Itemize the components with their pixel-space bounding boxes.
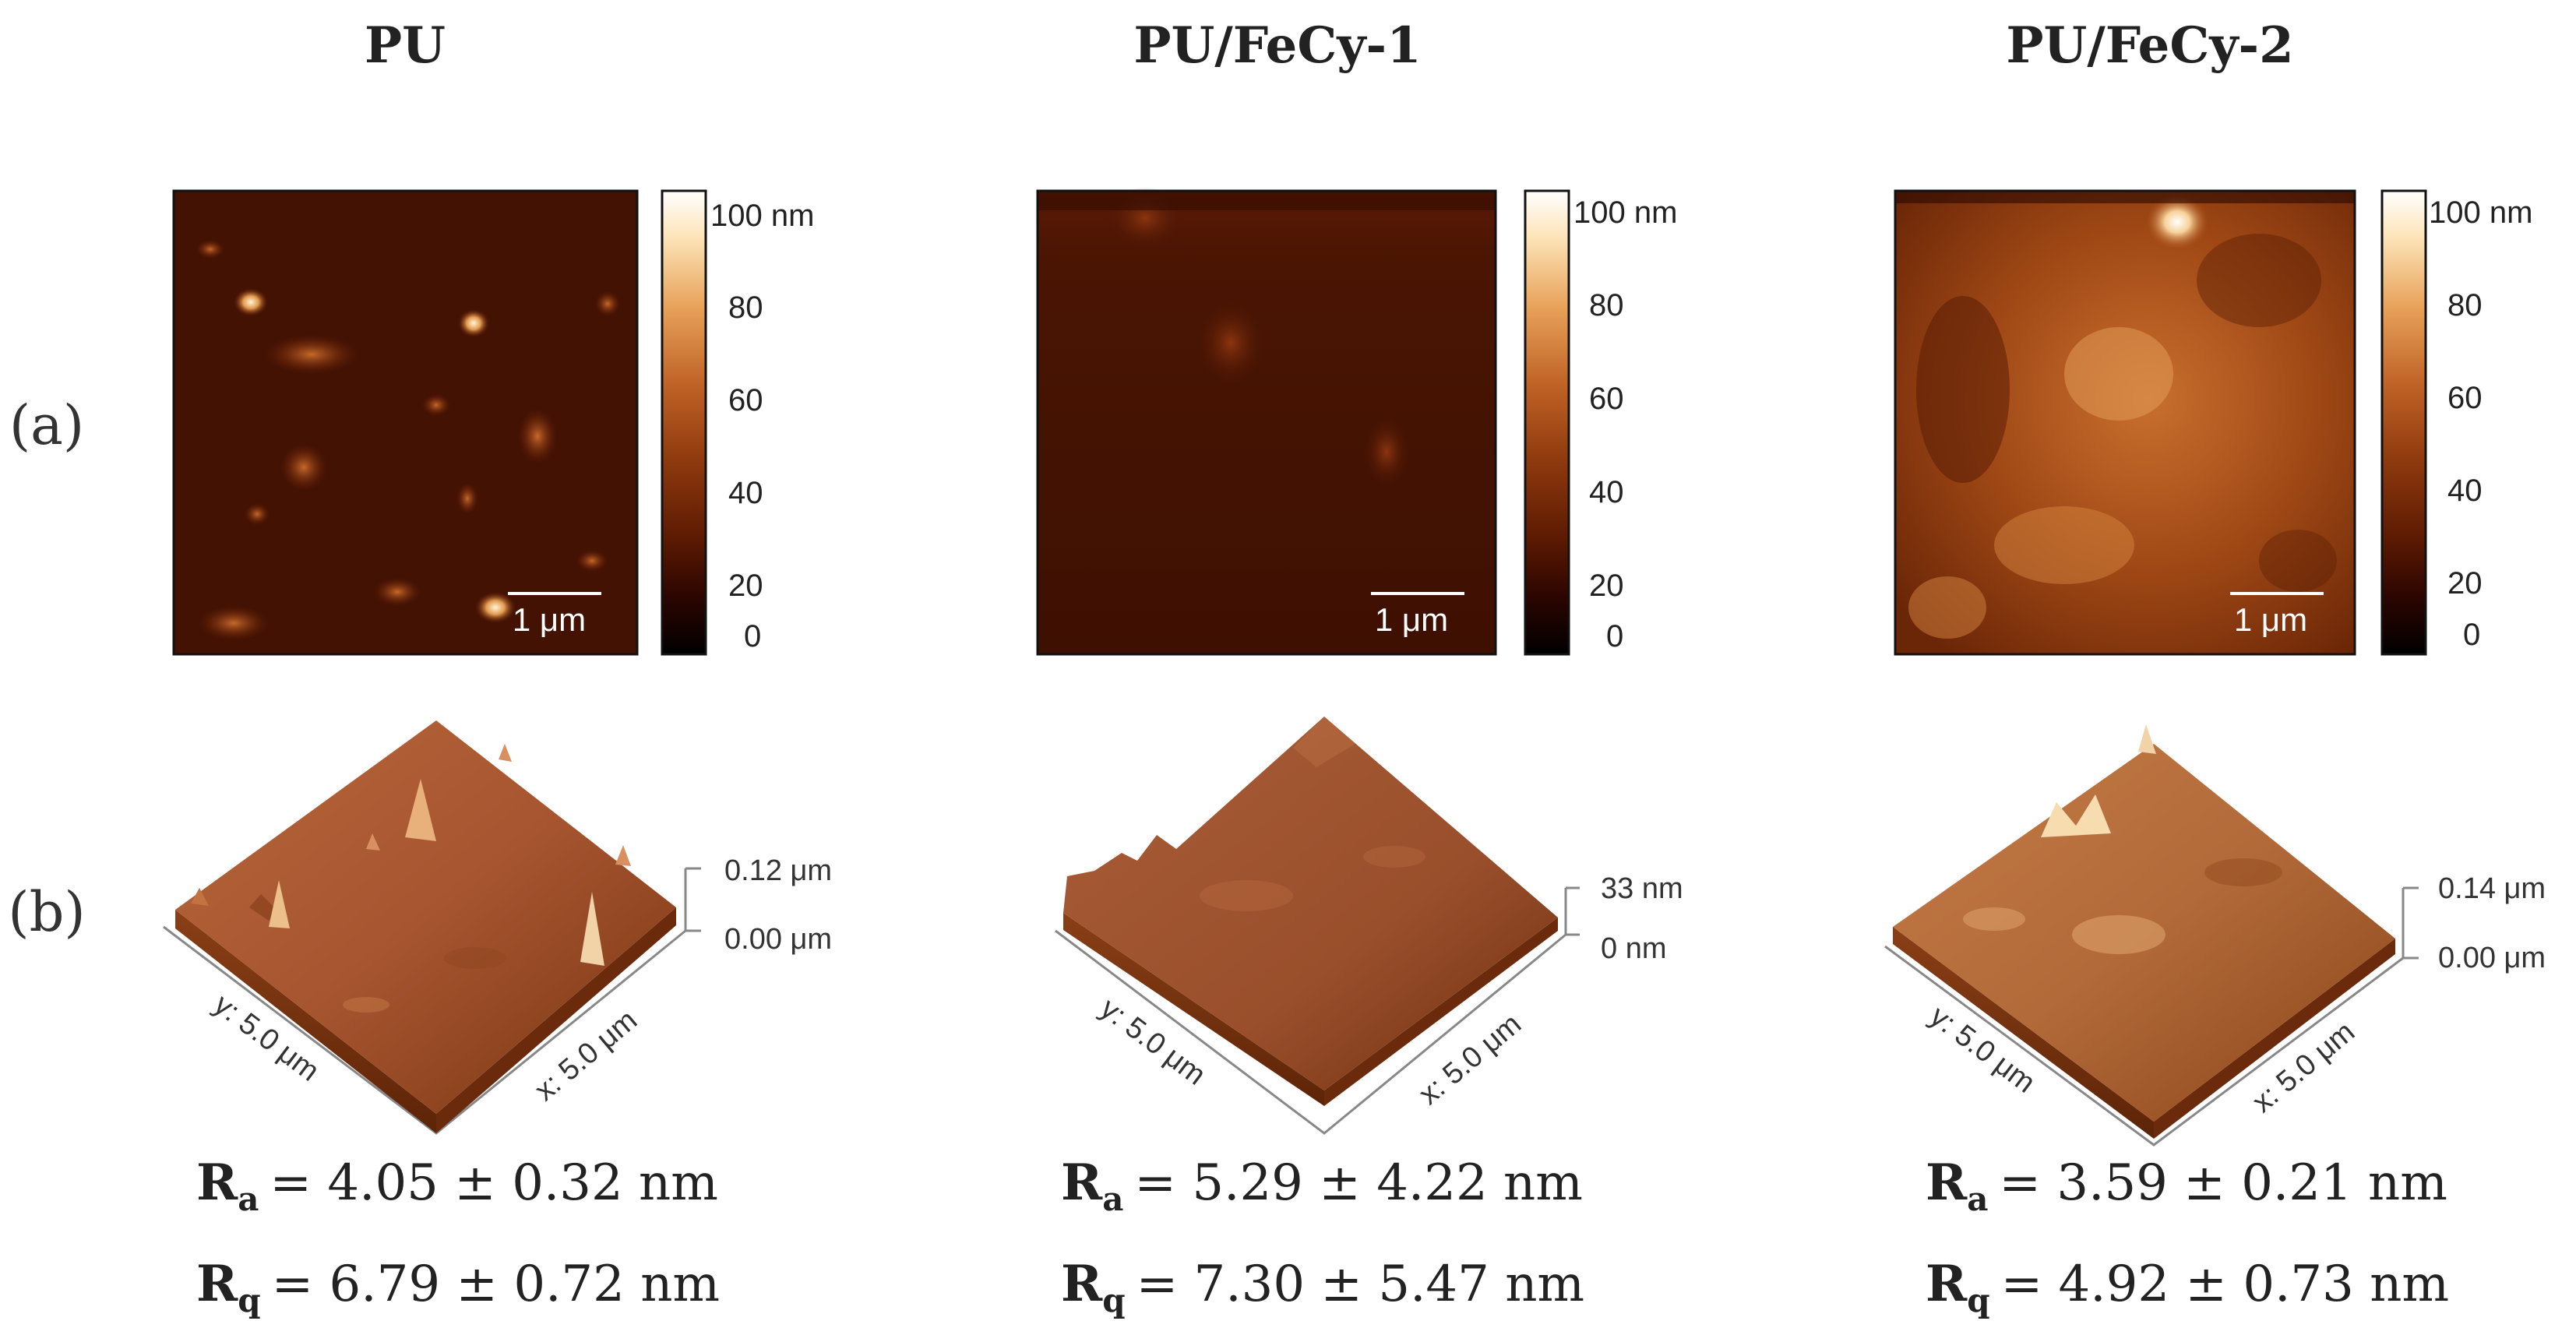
colorbar-tick-20: 20 [728,569,763,603]
rq-value: Rq = 6.79 ± 0.72 nm [196,1255,720,1319]
colorbar-tick-0: 0 [2463,618,2480,652]
rq-value: Rq = 7.30 ± 5.47 nm [1061,1255,1584,1319]
afm-height-map-pufecy1: 1 μm [1036,187,1497,656]
column-title-pufecy2: PU/FeCy-2 [2006,16,2293,75]
rq-value: Rq = 4.92 ± 0.73 nm [1926,1255,2449,1319]
z-axis-top-label: 0.12 μm [724,854,832,887]
afm-3d-surface-pufecy2: 0.14 μm 0.00 μm y: 5.0 μm x: 5.0 μm [1884,724,2546,1147]
colorbar-pufecy2: 100 nm 80 60 40 20 0 [2380,189,2532,656]
z-axis-bottom-label: 0 nm [1601,932,1666,965]
afm-3d-surface-pu: 0.12 μm 0.00 μm y: 5.0 μm x: 5.0 μm [163,720,832,1135]
colorbar-tick-40: 40 [728,476,763,510]
z-axis-top-label: 33 nm [1601,872,1683,905]
colorbar-pu: 100 nm 80 60 40 20 0 [661,189,814,656]
colorbar-tick-40: 40 [2447,474,2483,508]
colorbar-tick-100: 100 nm [2429,195,2532,230]
row-label-b: (b) [8,880,85,944]
row-label-a: (a) [9,393,84,457]
scale-bar-label: 1 μm [2234,601,2307,638]
colorbar-tick-100: 100 nm [1573,195,1677,230]
colorbar-tick-0: 0 [1606,619,1623,653]
colorbar-tick-60: 60 [2447,381,2483,415]
roughness-pufecy2: Ra = 3.59 ± 0.21 nm Rq = 4.92 ± 0.73 nm [1926,1154,2449,1319]
colorbar-tick-40: 40 [1589,475,1624,509]
afm-3d-surface-pufecy1: 33 nm 0 nm y: 5.0 μm x: 5.0 μm [1055,717,1683,1135]
ra-value: Ra = 5.29 ± 4.22 nm [1061,1154,1583,1218]
ra-value: Ra = 3.59 ± 0.21 nm [1926,1154,2447,1218]
colorbar-tick-20: 20 [1589,569,1624,603]
z-axis-bottom-label: 0.00 μm [2438,942,2546,974]
colorbar-tick-80: 80 [728,291,763,325]
ra-value: Ra = 4.05 ± 0.32 nm [196,1154,718,1218]
colorbar-tick-60: 60 [728,383,763,417]
column-title-pu: PU [365,16,446,75]
scale-bar-label: 1 μm [513,601,586,638]
scale-bar-label: 1 μm [1375,601,1448,638]
colorbar-tick-0: 0 [744,619,761,653]
colorbar-tick-80: 80 [2447,288,2483,322]
afm-height-map-pu: 1 μm [172,189,639,656]
roughness-pufecy1: Ra = 5.29 ± 4.22 nm Rq = 7.30 ± 5.47 nm [1061,1154,1584,1319]
column-title-pufecy1: PU/FeCy-1 [1133,16,1421,75]
roughness-pu: Ra = 4.05 ± 0.32 nm Rq = 6.79 ± 0.72 nm [196,1154,720,1319]
colorbar-tick-60: 60 [1589,382,1624,416]
colorbar-pufecy1: 100 nm 80 60 40 20 0 [1524,189,1677,656]
colorbar-tick-80: 80 [1589,288,1624,322]
z-axis-bottom-label: 0.00 μm [724,923,832,956]
afm-height-map-pufecy2: 1 μm [1894,189,2356,656]
z-axis-top-label: 0.14 μm [2438,872,2546,905]
colorbar-tick-20: 20 [2447,566,2483,601]
colorbar-tick-100: 100 nm [710,199,814,233]
